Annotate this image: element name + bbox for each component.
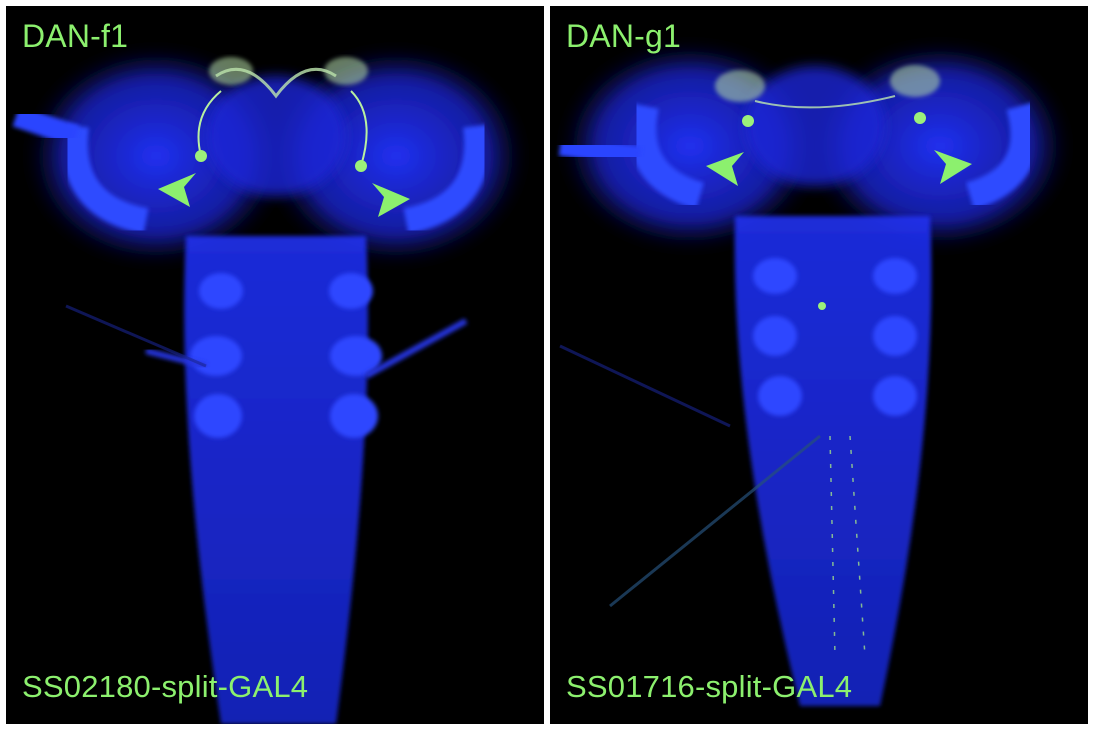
arrowhead-marker <box>158 173 196 207</box>
image-panel-dan-f1: DAN-f1 SS02180-split-GAL4 <box>6 6 544 724</box>
genotype-label: SS01716-split-GAL4 <box>566 669 853 704</box>
arrowhead-marker <box>372 183 410 217</box>
genotype-label: SS02180-split-GAL4 <box>22 669 309 704</box>
panel-title: DAN-g1 <box>566 18 682 54</box>
arrowhead-marker <box>934 150 972 184</box>
panel-title: DAN-f1 <box>22 18 129 54</box>
image-panel-dan-g1: DAN-g1 SS01716-split-GAL4 <box>550 6 1088 724</box>
larval-cns-image <box>558 41 1070 706</box>
larval-cns-image <box>12 46 526 724</box>
arrowhead-marker <box>706 152 744 186</box>
